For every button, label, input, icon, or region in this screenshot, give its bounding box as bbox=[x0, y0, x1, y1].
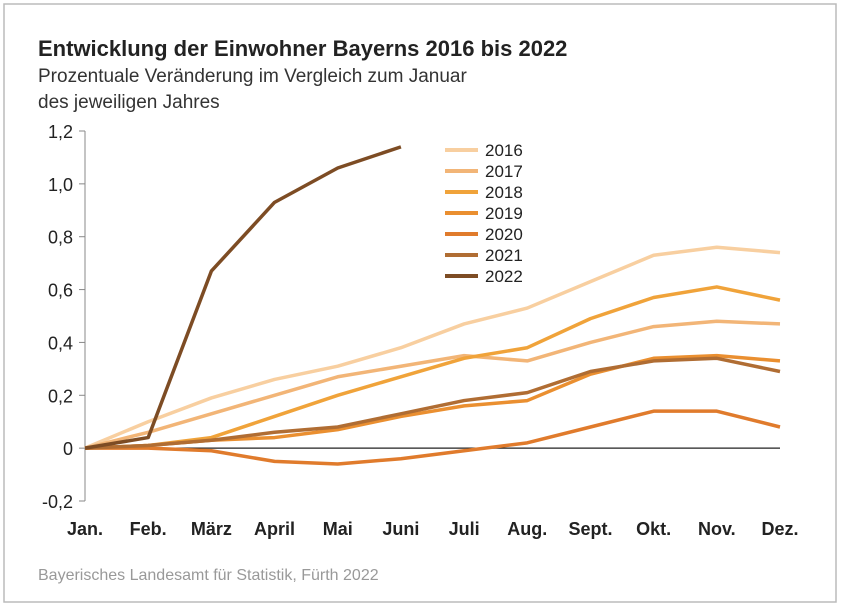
legend-label: 2017 bbox=[485, 162, 523, 181]
y-tick-label: 1,0 bbox=[48, 175, 73, 195]
line-series bbox=[84, 319, 781, 450]
frame bbox=[3, 3, 837, 603]
y-tick-label: 1,2 bbox=[48, 122, 73, 142]
line-series bbox=[85, 409, 781, 466]
chart-subtitle: Prozentuale Veränderung im Vergleich zum… bbox=[38, 66, 467, 87]
x-tick-label: Juli bbox=[449, 519, 480, 539]
source: Bayerisches Landesamt für Statistik, Für… bbox=[38, 567, 379, 584]
x-tick-label: März bbox=[191, 519, 232, 539]
line-series bbox=[84, 145, 402, 450]
x-tick-label: Juni bbox=[382, 519, 419, 539]
legend-label: 2018 bbox=[485, 183, 523, 202]
line-series bbox=[84, 245, 781, 450]
x-tick-label: Okt. bbox=[636, 519, 671, 539]
y-tick-label: 0,8 bbox=[48, 228, 73, 248]
legend-label: 2020 bbox=[485, 225, 523, 244]
y-tick-label: -0,2 bbox=[42, 492, 73, 512]
x-tick-label: Feb. bbox=[130, 519, 167, 539]
line-series bbox=[84, 285, 781, 450]
y-tick-label: 0,4 bbox=[48, 333, 73, 353]
y-tick-label: 0 bbox=[63, 439, 73, 459]
y-tick-label: 0,6 bbox=[48, 281, 73, 301]
legend-label: 2019 bbox=[485, 204, 523, 223]
x-tick-label: Sept. bbox=[568, 519, 612, 539]
line-series bbox=[84, 356, 781, 450]
x-tick-label: Aug. bbox=[507, 519, 547, 539]
legend-label: 2022 bbox=[485, 267, 523, 286]
chart-subtitle: des jeweiligen Jahres bbox=[38, 92, 220, 113]
chart-title: Entwicklung der Einwohner Bayerns 2016 b… bbox=[38, 36, 567, 61]
legend-label: 2016 bbox=[485, 141, 523, 160]
x-tick-label: Mai bbox=[323, 519, 353, 539]
legend-label: 2021 bbox=[485, 246, 523, 265]
x-tick-label: Dez. bbox=[761, 519, 798, 539]
x-tick-label: Jan. bbox=[67, 519, 103, 539]
x-tick-label: April bbox=[254, 519, 295, 539]
x-tick-label: Nov. bbox=[698, 519, 736, 539]
y-tick-label: 0,2 bbox=[48, 386, 73, 406]
